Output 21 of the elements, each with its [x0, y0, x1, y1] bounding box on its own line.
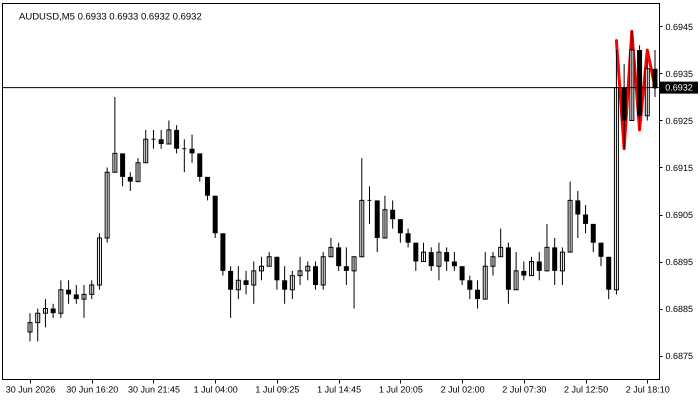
text: AUDUSD,M5 0.6933 0.6933 0.6932 0.6932: [19, 12, 202, 22]
y-tick-label: 0.6895: [666, 257, 694, 267]
x-tick-label: 30 Jun 2026: [6, 384, 56, 394]
x-tick-label: 2 Jul 07:30: [502, 384, 546, 394]
ref-line-label: 0.6932: [665, 82, 693, 93]
x-tick-label: 1 Jul 20:05: [378, 384, 423, 394]
x-tick-label: 1 Jul 04:00: [194, 384, 238, 394]
x-tick-label: 1 Jul 14:45: [317, 384, 362, 394]
y-tick-label: 0.6925: [666, 116, 694, 126]
y-tick-label: 0.6885: [666, 304, 694, 314]
x-tick-label: 1 Jul 09:25: [255, 384, 300, 394]
x-tick-label: 2 Jul 18:10: [626, 384, 670, 394]
x-tick-label: 2 Jul 02:00: [440, 384, 485, 394]
y-tick-label: 0.6935: [666, 69, 694, 79]
y-tick-label: 0.6945: [666, 22, 694, 32]
y-tick-label: 0.6905: [666, 210, 694, 220]
x-tick-label: 30 Jun 16:20: [66, 384, 118, 394]
x-tick-label: 30 Jun 21:45: [128, 384, 180, 394]
x-tick-label: 2 Jul 12:50: [564, 384, 608, 394]
y-tick-label: 0.6875: [666, 351, 694, 361]
y-tick-label: 0.6915: [666, 163, 694, 173]
